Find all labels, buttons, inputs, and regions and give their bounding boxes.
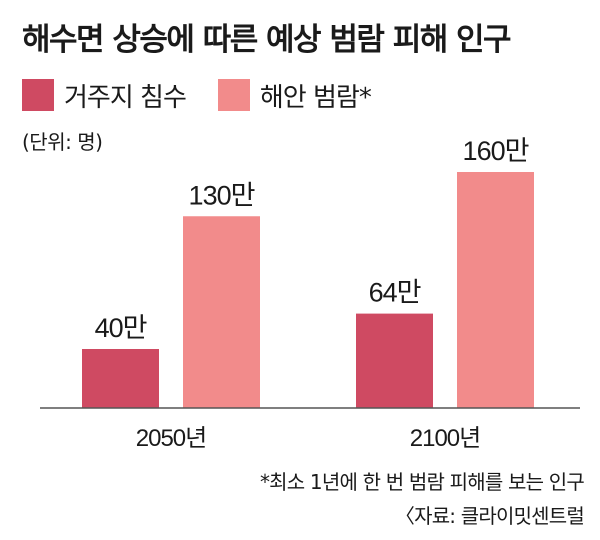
category-label: 2100년 [410,425,480,452]
bar-coastal-0 [183,216,260,408]
source-note: 〈자료: 클라이밋센트럴 [394,504,585,528]
legend-swatch-coastal [217,79,250,111]
bar-value-label: 40만 [95,313,147,343]
legend-swatch-residence [22,79,54,111]
unit-label: (단위: 명) [22,130,103,154]
bar-value-label: 130만 [189,180,255,210]
footnote: *최소 1년에 한 번 범람 피해를 보는 인구 [259,470,585,494]
bar-value-label: 160만 [463,136,529,166]
legend-item-residence: 거주지 침수 [22,77,187,114]
chart-title: 해수면 상승에 따른 예상 범람 피해 인구 [22,22,512,58]
bar-value-label: 64만 [369,278,421,308]
bar-residence-0 [82,349,159,408]
legend-label-residence: 거주지 침수 [64,82,187,113]
legend: 거주지 침수 해안 범람* [22,77,403,114]
legend-item-coastal: 해안 범람* [217,77,372,114]
legend-label-coastal: 해안 범람* [259,82,372,113]
bar-coastal-1 [457,172,534,408]
bar-residence-1 [356,313,433,408]
category-label: 2050년 [136,425,206,452]
